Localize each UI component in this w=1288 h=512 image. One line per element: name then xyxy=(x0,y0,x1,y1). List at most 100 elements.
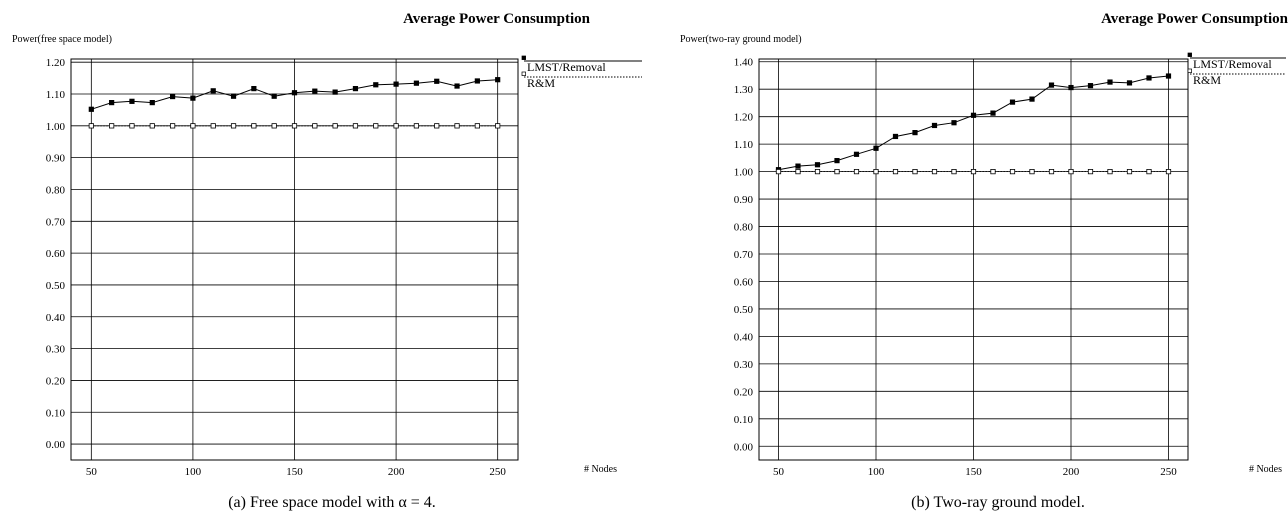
data-point-r-m xyxy=(251,123,257,129)
y-tick-label: 0.70 xyxy=(46,216,66,228)
data-point-r-m xyxy=(393,123,399,129)
x-tick-label: 100 xyxy=(185,466,202,478)
data-point-r-m xyxy=(454,123,460,129)
data-point-r-m xyxy=(1068,169,1074,175)
data-point-lmst-removal xyxy=(230,93,237,99)
data-point-lmst-removal xyxy=(1009,99,1016,105)
y-tick-label: 0.80 xyxy=(46,184,66,196)
data-point-r-m xyxy=(834,169,840,175)
legend-marker-r-m xyxy=(1187,68,1192,73)
data-point-lmst-removal xyxy=(454,83,460,89)
data-point-r-m xyxy=(990,169,996,175)
data-point-r-m xyxy=(352,123,359,129)
data-point-r-m xyxy=(1048,169,1055,175)
data-point-r-m xyxy=(474,123,480,129)
y-tick-label: 0.30 xyxy=(734,359,754,371)
data-point-lmst-removal xyxy=(495,77,501,83)
data-point-r-m xyxy=(912,169,918,175)
data-point-lmst-removal xyxy=(1087,83,1094,89)
x-tick-label: 250 xyxy=(1160,466,1177,478)
data-point-lmst-removal xyxy=(291,90,298,96)
data-point-lmst-removal xyxy=(873,145,879,151)
chart-free-space-model: Average Power Consumption Power(free spa… xyxy=(12,11,642,511)
data-point-r-m xyxy=(1107,169,1113,175)
y-tick-label: 1.00 xyxy=(734,167,754,179)
y-tick-label: 1.30 xyxy=(734,84,754,96)
data-point-r-m xyxy=(775,169,782,175)
x-tick-label: 250 xyxy=(489,466,506,478)
data-point-lmst-removal xyxy=(109,100,115,106)
data-point-lmst-removal xyxy=(393,81,399,87)
y-tick-label: 0.70 xyxy=(734,249,754,261)
chart-title: Average Power Consumption xyxy=(403,11,591,27)
legend-marker-lmst-removal xyxy=(1187,52,1192,57)
data-point-r-m xyxy=(88,123,94,129)
y-axis-label: Power(two-ray ground model) xyxy=(680,34,802,45)
data-point-r-m xyxy=(892,169,899,175)
data-point-lmst-removal xyxy=(1029,96,1035,102)
data-point-r-m xyxy=(814,169,821,175)
data-point-r-m xyxy=(931,169,938,175)
data-point-lmst-removal xyxy=(834,158,840,164)
data-point-lmst-removal xyxy=(1068,84,1074,91)
legend-label-r-m: R&M xyxy=(527,76,555,90)
y-tick-label: 0.20 xyxy=(734,386,754,398)
y-tick-label: 1.00 xyxy=(46,121,66,133)
data-point-r-m xyxy=(434,123,440,129)
data-point-r-m xyxy=(312,123,318,129)
y-tick-label: 0.00 xyxy=(734,441,754,453)
data-point-lmst-removal xyxy=(1165,73,1172,79)
y-tick-label: 0.40 xyxy=(46,312,66,324)
data-point-lmst-removal xyxy=(169,93,176,100)
legend-marker-lmst-removal xyxy=(521,55,526,60)
data-point-lmst-removal xyxy=(892,133,899,140)
data-point-r-m xyxy=(109,123,115,129)
chart-title: Average Power Consumption xyxy=(1101,11,1288,27)
y-tick-label: 0.90 xyxy=(734,194,754,206)
data-point-r-m xyxy=(1146,169,1152,175)
data-point-r-m xyxy=(1126,169,1133,175)
y-tick-label: 0.10 xyxy=(734,414,754,426)
x-axis-label: # Nodes xyxy=(584,464,617,475)
data-point-r-m xyxy=(853,169,860,175)
x-tick-label: 150 xyxy=(286,466,303,478)
legend-label-lmst-removal: LMST/Removal xyxy=(1193,57,1272,71)
x-tick-label: 200 xyxy=(388,466,405,478)
data-point-lmst-removal xyxy=(251,85,257,92)
y-tick-label: 1.20 xyxy=(46,57,66,69)
y-axis-label: Power(free space model) xyxy=(12,34,112,45)
data-point-r-m xyxy=(332,123,338,129)
y-tick-label: 0.00 xyxy=(46,439,66,451)
legend-marker-r-m xyxy=(521,71,526,76)
y-tick-label: 1.10 xyxy=(734,139,754,151)
y-tick-label: 0.80 xyxy=(734,222,754,234)
data-point-lmst-removal xyxy=(352,85,359,92)
y-tick-label: 1.20 xyxy=(734,112,754,124)
data-point-lmst-removal xyxy=(1048,82,1055,88)
data-point-lmst-removal xyxy=(1126,80,1133,86)
figure-caption: (a) Free space model with α = 4. xyxy=(228,494,436,511)
data-point-lmst-removal xyxy=(951,120,957,126)
data-point-r-m xyxy=(795,169,801,175)
chart-two-ray-ground-model: Average Power Consumption Power(two-ray … xyxy=(680,11,1288,511)
figure-caption: (b) Two-ray ground model. xyxy=(911,494,1085,511)
data-point-lmst-removal xyxy=(190,95,196,101)
data-point-r-m xyxy=(190,123,196,129)
data-point-lmst-removal xyxy=(474,78,480,84)
data-point-r-m xyxy=(970,169,977,175)
data-point-r-m xyxy=(129,123,135,129)
data-point-lmst-removal xyxy=(129,98,135,104)
data-point-lmst-removal xyxy=(271,93,277,99)
data-point-lmst-removal xyxy=(1107,79,1113,85)
data-point-r-m xyxy=(1087,169,1094,175)
data-point-r-m xyxy=(1009,169,1016,175)
data-point-lmst-removal xyxy=(912,130,918,136)
y-tick-label: 0.10 xyxy=(46,407,66,419)
data-point-r-m xyxy=(230,123,237,129)
data-point-lmst-removal xyxy=(853,151,860,157)
data-point-lmst-removal xyxy=(970,112,977,118)
data-point-r-m xyxy=(1165,169,1172,175)
data-point-lmst-removal xyxy=(373,82,379,88)
plot-area: 0.00 0.10 0.20 0.30 0.40 0.50 0.60 0.70 0.80 0.90… xyxy=(734,52,1286,478)
data-point-r-m xyxy=(169,123,176,129)
